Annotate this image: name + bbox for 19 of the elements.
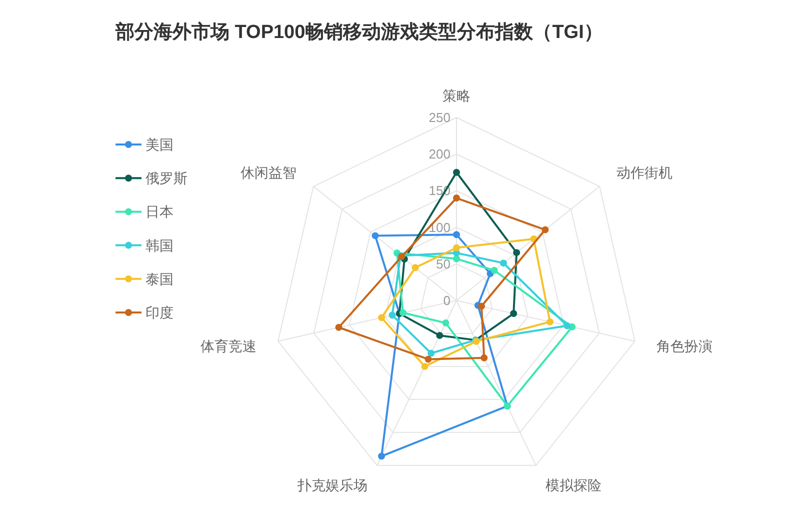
spoke-label: 扑克娱乐场 <box>296 477 368 494</box>
legend-label: 美国 <box>146 136 174 152</box>
spoke-label: 动作街机 <box>616 164 673 181</box>
spoke-label: 策略 <box>442 88 470 104</box>
spoke-label: 体育竞速 <box>200 338 257 354</box>
y-tick-label: 0 <box>443 293 451 308</box>
spoke-label: 休闲益智 <box>240 164 296 181</box>
spoke-label: 角色扮演 <box>656 338 712 354</box>
legend-label: 印度 <box>146 304 174 320</box>
y-tick-label: 100 <box>428 220 451 235</box>
y-tick-label: 200 <box>428 146 451 162</box>
legend-label: 日本 <box>146 204 174 220</box>
y-tick-label: 250 <box>428 110 451 125</box>
legend-label: 俄罗斯 <box>146 170 188 186</box>
legend-label: 韩国 <box>146 237 174 254</box>
legend-label: 泰国 <box>146 270 174 287</box>
spoke-label: 模拟探险 <box>545 477 602 494</box>
y-tick-label: 50 <box>436 256 451 272</box>
chart-title: 部分海外市场 TOP100畅销移动游戏类型分布指数（TGI） <box>114 21 603 43</box>
